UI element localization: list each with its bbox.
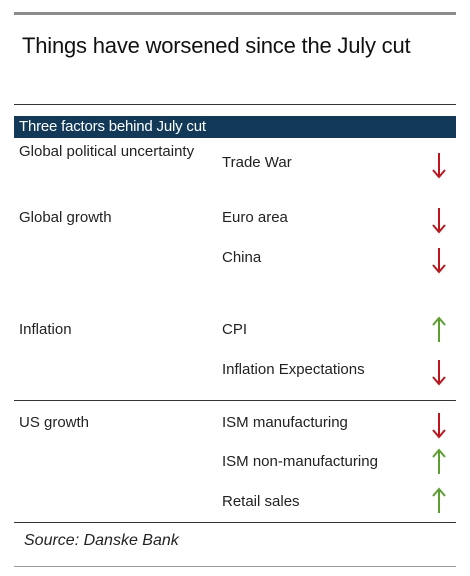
- indicator-cpi: CPI: [222, 321, 248, 338]
- indicator-retail-sales: Retail sales: [222, 493, 300, 510]
- bottom-rule: [14, 566, 456, 567]
- page-title: Things have worsened since the July cut: [22, 33, 411, 58]
- table-header: Three factors behind July cut: [14, 116, 456, 138]
- indicator-ism-manufacturing: ISM manufacturing: [222, 414, 348, 431]
- indicator-inflation-expectations: Inflation Expectations: [222, 361, 365, 378]
- indicator-trade-war: Trade War: [222, 154, 292, 171]
- indicator-euro-area: Euro area: [222, 209, 288, 226]
- indicator-ism-non-manufacturing: ISM non-manufacturing: [222, 453, 378, 470]
- arrow-up-icon: [432, 448, 446, 474]
- arrow-down-icon: [432, 360, 446, 386]
- arrow-down-icon: [432, 208, 446, 234]
- factor-inflation: Inflation: [19, 321, 72, 338]
- factor-global-growth: Global growth: [19, 209, 112, 226]
- arrow-down-icon: [432, 248, 446, 274]
- factor-global-political-uncertainty: Global political uncertainty: [19, 143, 195, 160]
- factor-us-growth: US growth: [19, 414, 90, 431]
- title-separator: [14, 104, 456, 105]
- arrow-up-icon: [432, 316, 446, 342]
- arrow-down-icon: [432, 153, 446, 179]
- arrow-up-icon: [432, 487, 446, 513]
- indicator-china: China: [222, 249, 262, 266]
- top-rule: [14, 12, 456, 15]
- footer-separator: [14, 522, 456, 523]
- section-separator: [14, 400, 456, 401]
- arrow-down-icon: [432, 413, 446, 439]
- source-note: Source: Danske Bank: [24, 532, 179, 549]
